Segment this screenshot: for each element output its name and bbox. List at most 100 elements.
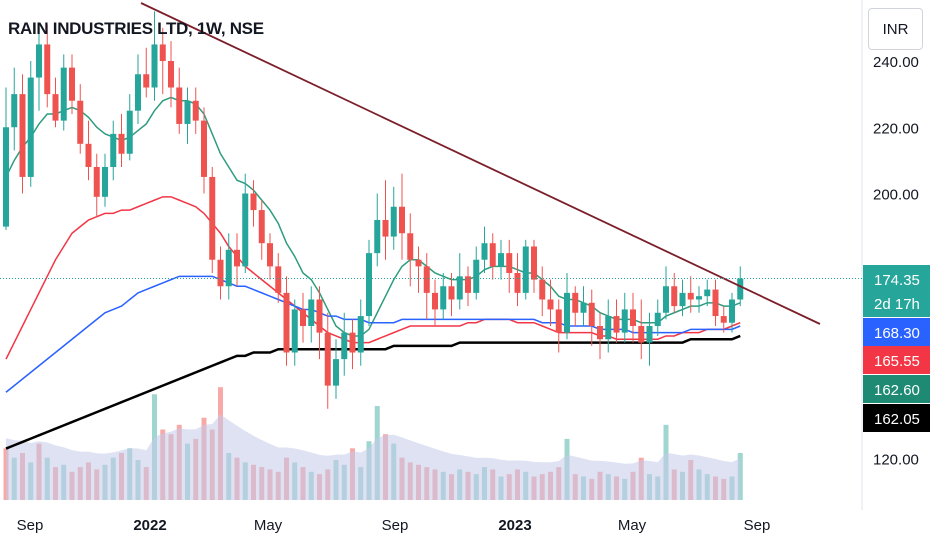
candle-body (407, 233, 414, 260)
candle-body (671, 286, 678, 307)
candle-body (663, 286, 669, 313)
candle-body (415, 259, 422, 267)
currency-button[interactable]: INR (868, 8, 923, 50)
candle-body (316, 299, 323, 333)
candle-body (547, 299, 554, 310)
candle-body (498, 253, 504, 267)
candle-body (275, 266, 282, 293)
candle-body (597, 326, 603, 340)
candle-body (465, 276, 471, 293)
candle-body (456, 276, 463, 300)
candle-body (85, 143, 92, 167)
candle-body (366, 253, 372, 317)
candle-body (135, 74, 141, 111)
x-tick-label: May (254, 517, 283, 534)
candle-body (192, 100, 199, 121)
x-tick-label: Sep (382, 517, 409, 534)
y-tick-label: 200.00 (873, 187, 919, 204)
candle-body (341, 332, 348, 360)
candle-body (69, 67, 75, 101)
candle-body (572, 292, 579, 313)
candle-body (564, 292, 570, 333)
candle-body (333, 359, 339, 386)
candle-body (679, 292, 686, 307)
chart-title: RAIN INDUSTRIES LTD, 1W, NSE (8, 19, 264, 38)
candle-body (225, 249, 232, 287)
candle-body (696, 296, 702, 300)
candles-layer (3, 11, 744, 409)
candle-body (102, 167, 108, 197)
candle-body (11, 94, 18, 128)
candle-body (481, 243, 488, 260)
candle-body (283, 292, 290, 353)
candle-body (621, 309, 628, 333)
candle-body (44, 44, 51, 95)
trendline (140, 2, 821, 325)
candle-body (110, 133, 117, 167)
price-label-bg (863, 318, 930, 346)
candle-body (588, 302, 595, 326)
y-tick-label: 240.00 (873, 54, 919, 71)
price-label: 168.30 (863, 318, 930, 346)
candle-body (168, 61, 174, 88)
price-label-value: 168.30 (874, 325, 920, 342)
candle-body (27, 77, 34, 177)
candle-body (646, 326, 653, 343)
ema-fast-line (5, 96, 741, 337)
price-label-value: 174.35 (874, 272, 920, 289)
candle-body (638, 326, 645, 343)
y-tick-label: 220.00 (873, 120, 919, 137)
candle-body (737, 278, 744, 300)
candle-body (250, 193, 257, 211)
candle-body (151, 44, 158, 88)
candle-body (36, 44, 42, 78)
candle-body (19, 94, 26, 177)
candle-body (374, 220, 381, 254)
candle-body (514, 273, 521, 293)
candle-body (729, 299, 735, 323)
candle-body (720, 316, 727, 323)
candle-body (531, 246, 537, 280)
x-tick-label: Sep (17, 517, 44, 534)
candle-body (357, 316, 364, 353)
candle-body (489, 243, 496, 267)
candle-body (555, 309, 562, 333)
price-label: 174.35 2d 17h (863, 265, 930, 317)
price-label-bg (863, 346, 930, 374)
candle-body (390, 206, 397, 237)
candle-body (234, 249, 240, 267)
candle-body (580, 302, 587, 313)
candle-body (143, 74, 150, 88)
candle-body (613, 316, 620, 333)
y-tick-label: 120.00 (873, 452, 919, 469)
candle-body (423, 266, 430, 293)
candle-body (176, 87, 183, 124)
candle-body (704, 289, 711, 297)
candle-body (201, 120, 207, 177)
candle-body (687, 292, 694, 300)
ema-mid-line (5, 196, 741, 360)
candle-body (539, 279, 546, 300)
price-label: 165.55 (863, 346, 930, 374)
candle-body (432, 292, 438, 310)
ema-long-line (5, 334, 741, 450)
x-tick-label: 2022 (133, 517, 166, 534)
candle-body (258, 210, 265, 244)
price-label-value: 165.55 (874, 353, 920, 370)
candle-body (77, 100, 84, 144)
candle-body (159, 44, 166, 61)
candle-body (52, 94, 59, 121)
price-label-countdown: 2d 17h (874, 296, 920, 313)
candle-body (93, 167, 100, 197)
candle-body (630, 309, 636, 326)
candle-body (473, 259, 480, 293)
price-label-value: 162.05 (874, 411, 920, 428)
candle-body (3, 127, 9, 227)
candle-body (126, 110, 133, 154)
candle-body (209, 176, 216, 260)
candle-body (217, 259, 224, 287)
price-label-bg (863, 375, 930, 403)
candle-body (654, 312, 661, 326)
volume-ma-area (6, 414, 741, 500)
